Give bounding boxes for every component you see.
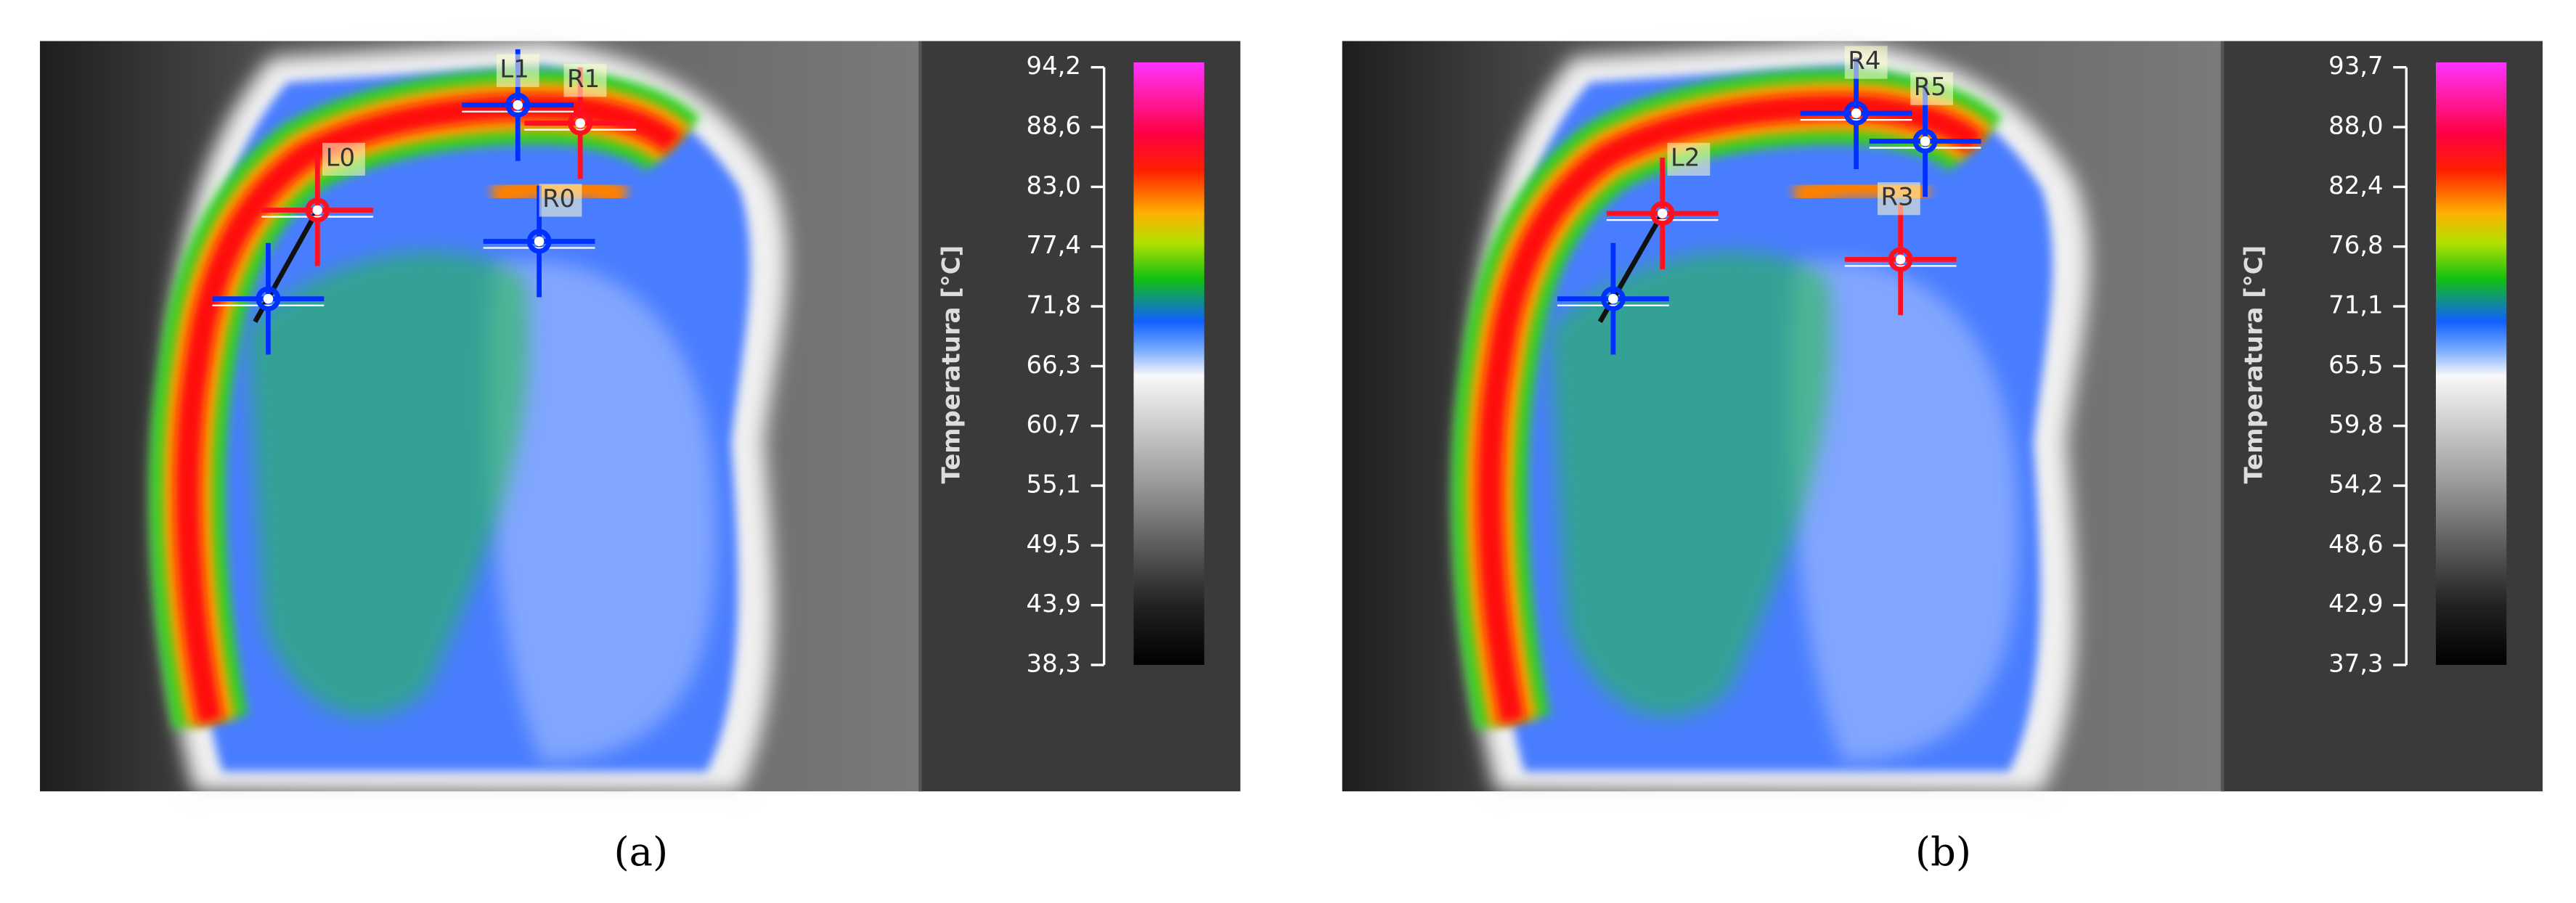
tick-label: 71,1 <box>2328 291 2384 319</box>
tick-label: 48,6 <box>2328 530 2384 558</box>
ring-inner <box>1608 293 1618 304</box>
axis-label: Temperatura [°C] <box>2239 245 2267 483</box>
tick-label: 65,5 <box>2328 351 2384 379</box>
marker-label: L2 <box>1671 143 1700 171</box>
ring-inner <box>312 205 323 216</box>
marker-label-bg <box>1910 72 1954 105</box>
colorbar <box>1133 62 1205 666</box>
marker <box>1844 203 1957 316</box>
ring <box>526 229 552 254</box>
tick-label: 60,7 <box>1027 410 1082 438</box>
ring-inner <box>575 118 585 128</box>
tick-label: 59,8 <box>2328 410 2384 438</box>
marker <box>1606 158 1719 269</box>
marker <box>212 242 325 355</box>
ring <box>1650 201 1675 226</box>
colorbar <box>2436 62 2507 666</box>
marker-label: R4 <box>1848 46 1880 75</box>
light-region <box>1789 261 2018 764</box>
tick-label: 77,4 <box>1027 231 1082 259</box>
marker <box>483 185 595 298</box>
measure-line <box>253 208 320 323</box>
ring-inner <box>263 293 274 304</box>
marker-label: R5 <box>1914 73 1947 101</box>
marker-label-bg <box>322 142 365 176</box>
tick-label: 83,0 <box>1027 171 1082 200</box>
caption: (a) <box>614 829 668 875</box>
tick-label: 93,7 <box>2328 52 2384 80</box>
ring-inner <box>1657 208 1668 218</box>
light-region <box>486 261 717 764</box>
ring <box>1912 128 1938 154</box>
measure-line <box>1597 212 1665 324</box>
tick-label: 49,5 <box>1027 530 1082 558</box>
panel: 94,2 88,6 83,0 77,4 71,8 66,3 60,7 55,1 49,5 43,9… <box>40 41 1241 875</box>
ring-inner <box>534 236 545 247</box>
ring <box>568 110 593 136</box>
marker-label-bg <box>496 54 539 87</box>
ring-inner <box>513 99 523 110</box>
tick-label: 82,4 <box>2328 171 2384 200</box>
tick-label: 37,3 <box>2328 650 2384 678</box>
tick-label: 54,2 <box>2328 470 2384 499</box>
tick-label: 71,8 <box>1027 291 1082 319</box>
tick-label: 76,8 <box>2328 231 2384 259</box>
tick-label: 42,9 <box>2328 589 2384 618</box>
marker <box>1557 242 1669 355</box>
tick-label: 43,9 <box>1027 589 1082 618</box>
marker-label: L0 <box>326 143 355 171</box>
axis-label: Temperatura [°C] <box>937 245 966 483</box>
green-region <box>1549 251 1832 717</box>
panel: 93,7 88,0 82,4 76,8 71,1 65,5 59,8 54,2 48,6 42,9… <box>1342 41 2543 875</box>
marker-label-bg <box>539 184 582 217</box>
marker <box>1800 57 1912 169</box>
ring <box>505 92 531 118</box>
marker <box>261 154 374 266</box>
band-red <box>174 93 683 725</box>
thermal-image <box>1342 41 2222 792</box>
tick-label: 66,3 <box>1027 351 1082 379</box>
marker-label-bg <box>1844 46 1888 79</box>
ring-inner <box>1895 254 1906 265</box>
marker-label: R0 <box>542 184 575 213</box>
ring <box>256 286 281 311</box>
tick-label: 88,6 <box>1027 112 1082 140</box>
tick-label: 94,2 <box>1027 52 1082 80</box>
ring <box>1843 101 1869 126</box>
ring <box>305 197 330 223</box>
ring-inner <box>1920 136 1931 147</box>
tick-label: 55,1 <box>1027 470 1082 499</box>
panels: 94,2 88,6 83,0 77,4 71,8 66,3 60,7 55,1 49,5 43,9… <box>40 41 2543 875</box>
marker-label-bg <box>1667 142 1711 176</box>
green-region <box>247 251 529 717</box>
tick-label: 38,3 <box>1027 650 1082 678</box>
ring <box>1888 247 1913 272</box>
tick-label: 88,0 <box>2328 112 2384 140</box>
marker-label: R1 <box>567 65 600 93</box>
caption: (b) <box>1915 829 1971 875</box>
ring-inner <box>1851 108 1862 118</box>
marker-label: R3 <box>1881 183 1914 211</box>
ring <box>1600 286 1626 311</box>
band-red <box>1476 93 1986 725</box>
thermal-image <box>40 41 921 792</box>
marker-label-bg <box>563 64 607 97</box>
marker-label: L1 <box>500 54 529 83</box>
marker-label-bg <box>1877 182 1920 216</box>
